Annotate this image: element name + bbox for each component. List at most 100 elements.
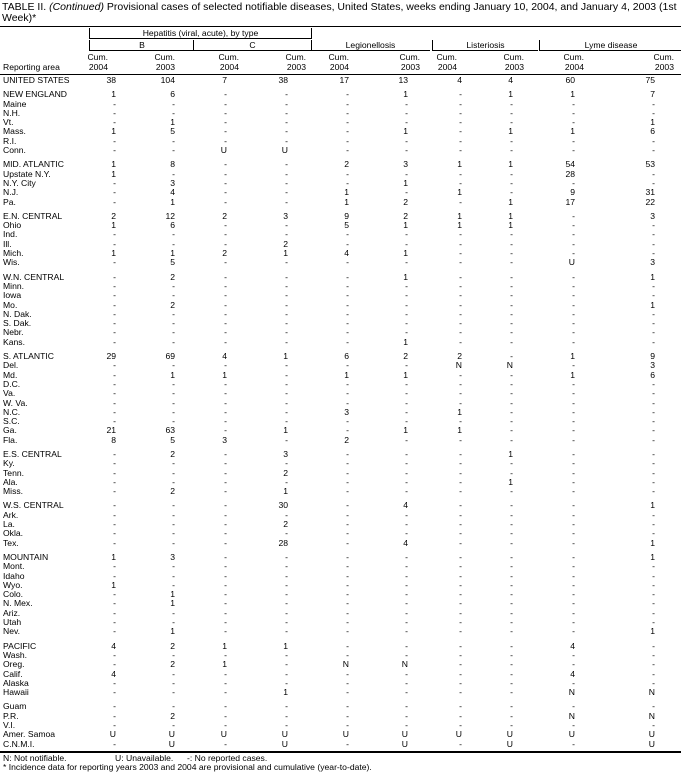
table-row: Idaho - - - - - - - - - - <box>0 570 681 581</box>
table-title: TABLE II. (Continued) Provisional cases … <box>2 2 678 24</box>
row-value: - <box>113 238 116 249</box>
row-value: 2 <box>170 299 175 310</box>
header-rule <box>0 74 681 75</box>
row-value: - <box>224 406 227 417</box>
row-value: - <box>346 117 349 128</box>
row-value: - <box>405 327 408 338</box>
row-value: - <box>113 177 116 188</box>
row-value: 1 <box>403 369 408 380</box>
row-value: - <box>113 589 116 600</box>
year-label: 2003 <box>654 61 674 72</box>
row-value: - <box>459 649 462 660</box>
row-value: - <box>113 416 116 427</box>
row-value: 75 <box>645 75 655 85</box>
row-value: - <box>346 519 349 530</box>
row-value: U <box>342 729 349 740</box>
row-value: - <box>346 229 349 240</box>
table-row: Iowa - - - - - - - - - - <box>0 290 681 300</box>
row-value: - <box>405 229 408 240</box>
row-value: - <box>459 528 462 539</box>
row-value: - <box>113 677 116 688</box>
row-value: - <box>224 257 227 268</box>
row-value: - <box>172 318 175 329</box>
row-value: - <box>172 135 175 146</box>
row-value: - <box>285 668 288 679</box>
row-value: - <box>510 98 513 109</box>
table-row: Nev. - 1 - - - - - - - 1 <box>0 626 681 637</box>
row-value: - <box>346 607 349 618</box>
row-value: 2 <box>344 159 349 170</box>
row-value: - <box>224 458 227 469</box>
row-value: - <box>224 537 227 548</box>
row-value: - <box>405 388 408 399</box>
row-value: - <box>113 570 116 581</box>
row-value: - <box>224 551 227 562</box>
row-value: - <box>652 677 655 688</box>
row-value: - <box>652 378 655 389</box>
row-value: - <box>224 519 227 530</box>
row-area-label: Amer. Samoa <box>3 729 56 740</box>
row-value: - <box>113 98 116 109</box>
table-row: Utah - - - - - - - - - - <box>0 617 681 627</box>
row-value: - <box>510 458 513 469</box>
row-value: U <box>281 738 288 749</box>
row-value: - <box>172 458 175 469</box>
header-cum-col: Cum. 2004 <box>436 52 457 72</box>
row-value: N <box>568 710 575 721</box>
table-row: Okla. - - - - - - - - - - <box>0 528 681 539</box>
table-row: Nebr. - - - - - - - - - - <box>0 327 681 338</box>
row-area-label: Nev. <box>3 626 21 637</box>
row-value: - <box>346 551 349 562</box>
row-value: - <box>652 607 655 618</box>
row-value: - <box>113 378 116 389</box>
row-value: - <box>510 177 513 188</box>
row-area-label: Nebr. <box>3 327 24 338</box>
row-value: - <box>572 210 575 221</box>
row-value: - <box>224 701 227 712</box>
row-value: - <box>405 434 408 445</box>
row-value: - <box>572 677 575 688</box>
row-value: - <box>172 519 175 530</box>
row-value: 4 <box>222 351 227 362</box>
row-value: - <box>459 416 462 427</box>
row-value: - <box>285 177 288 188</box>
row-value: - <box>285 299 288 310</box>
row-value: - <box>652 229 655 240</box>
row-value: 1 <box>283 640 288 651</box>
table-row: R.I. - - - - - - - - - - <box>0 135 681 146</box>
row-value: - <box>572 434 575 445</box>
row-value: 1 <box>457 406 462 417</box>
row-value: - <box>405 308 408 319</box>
row-value: - <box>510 434 513 445</box>
row-value: - <box>405 720 408 730</box>
row-value: - <box>346 177 349 188</box>
row-value: - <box>572 248 575 259</box>
row-value: - <box>224 378 227 389</box>
row-value: - <box>405 397 408 408</box>
row-value: - <box>405 528 408 539</box>
row-value: - <box>459 561 462 572</box>
row-value: - <box>224 397 227 408</box>
row-area-label: R.I. <box>3 135 17 146</box>
row-value: - <box>346 238 349 249</box>
row-value: - <box>285 579 288 590</box>
row-value: - <box>172 397 175 408</box>
year-label: 2003 <box>400 61 420 72</box>
table-row: P.R. - 2 - - - - - - N N <box>0 710 681 721</box>
row-value: - <box>572 448 575 459</box>
row-value: - <box>285 649 288 660</box>
row-area-label: La. <box>3 519 15 530</box>
row-value: - <box>224 500 227 511</box>
row-value: - <box>572 220 575 231</box>
row-value: - <box>459 107 462 118</box>
row-value: 2 <box>403 196 408 207</box>
row-value: - <box>405 107 408 118</box>
row-value: 1 <box>222 640 227 651</box>
row-value: - <box>510 257 513 268</box>
row-value: - <box>405 668 408 679</box>
header-cum-col: Cum. 2003 <box>285 52 306 72</box>
row-value: - <box>346 500 349 511</box>
footnote-dash: -: No reported cases. <box>187 752 268 763</box>
row-value: - <box>224 159 227 170</box>
row-value: - <box>510 369 513 380</box>
